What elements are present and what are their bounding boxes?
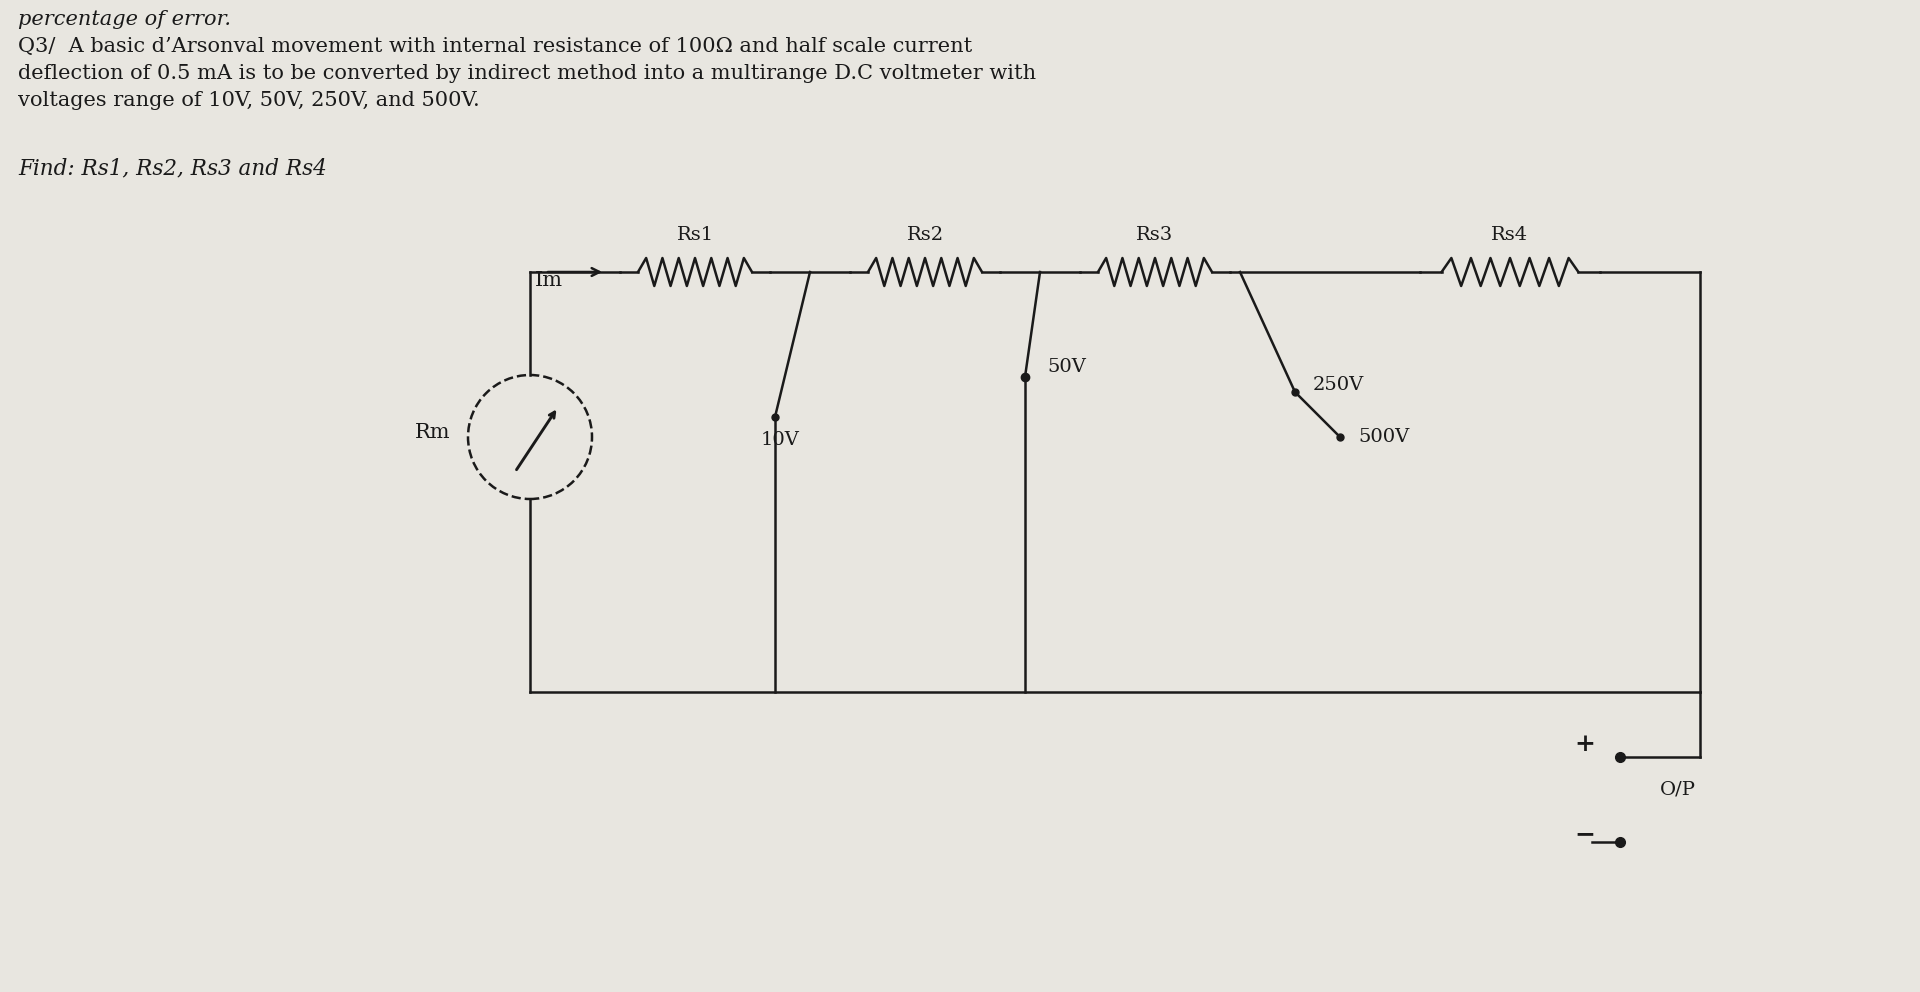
Text: percentage of error.: percentage of error. bbox=[17, 10, 230, 29]
Text: Rm: Rm bbox=[415, 423, 449, 441]
Text: 50V: 50V bbox=[1046, 358, 1087, 376]
Text: −: − bbox=[1574, 822, 1596, 846]
Text: 10V: 10V bbox=[760, 431, 799, 449]
Text: Rs4: Rs4 bbox=[1492, 226, 1528, 244]
Text: 500V: 500V bbox=[1357, 428, 1409, 446]
Text: Q3/  A basic d’Arsonval movement with internal resistance of 100Ω and half scale: Q3/ A basic d’Arsonval movement with int… bbox=[17, 37, 1037, 110]
Text: Rs1: Rs1 bbox=[676, 226, 714, 244]
Text: O/P: O/P bbox=[1661, 781, 1695, 799]
Text: 250V: 250V bbox=[1313, 376, 1365, 394]
Text: Rs3: Rs3 bbox=[1137, 226, 1173, 244]
Text: Find: Rs1, Rs2, Rs3 and Rs4: Find: Rs1, Rs2, Rs3 and Rs4 bbox=[17, 157, 326, 179]
Text: Im: Im bbox=[536, 271, 563, 290]
Text: Rs2: Rs2 bbox=[906, 226, 943, 244]
Text: +: + bbox=[1574, 732, 1596, 756]
